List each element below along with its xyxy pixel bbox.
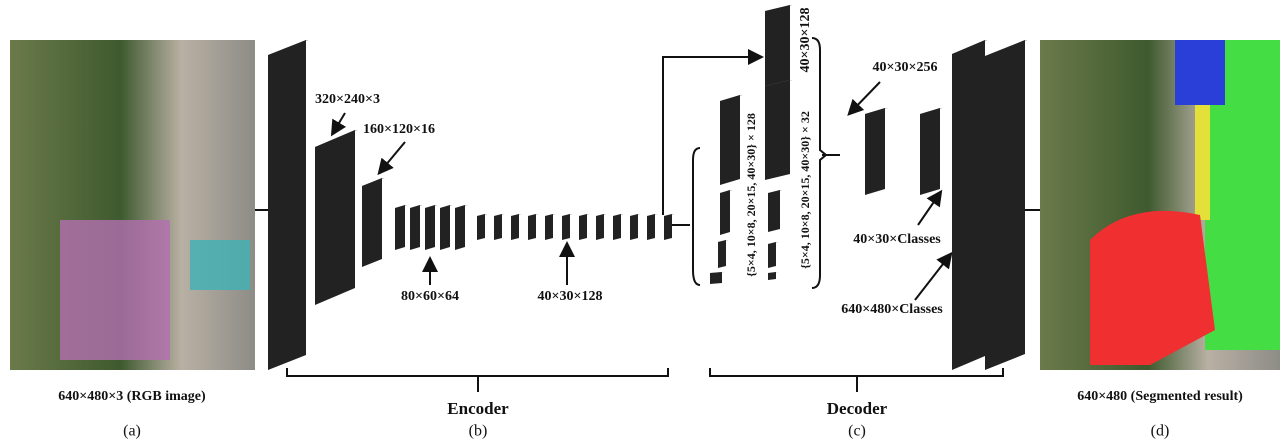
layer bbox=[985, 40, 1025, 370]
label: 80×60×64 bbox=[401, 289, 459, 304]
layer bbox=[596, 214, 604, 240]
layer bbox=[710, 272, 722, 284]
label: {5×4, 10×8, 20×15, 40×30} × 32 bbox=[798, 111, 812, 269]
arrow bbox=[662, 49, 764, 215]
shapes bbox=[10, 5, 1280, 392]
layer bbox=[768, 272, 776, 280]
layer bbox=[528, 214, 536, 240]
arrow bbox=[377, 141, 406, 176]
layer bbox=[477, 214, 485, 240]
bracket bbox=[709, 368, 1004, 392]
section-title: Decoder bbox=[827, 399, 888, 418]
layer bbox=[579, 214, 587, 240]
tag: (d) bbox=[1151, 423, 1170, 440]
brace bbox=[811, 37, 828, 289]
layer bbox=[768, 242, 776, 268]
tag: (c) bbox=[848, 423, 866, 440]
layer bbox=[630, 214, 638, 240]
photo-region bbox=[60, 220, 170, 360]
bracket bbox=[286, 368, 669, 392]
label: 40×30×128 bbox=[798, 8, 813, 73]
caption: 640×480 (Segmented result) bbox=[1077, 389, 1243, 404]
label: 40×30×Classes bbox=[853, 232, 941, 247]
label: 320×240×3 bbox=[315, 92, 380, 107]
label: 640×480×Classes bbox=[841, 302, 943, 317]
layer bbox=[455, 205, 465, 250]
layer bbox=[511, 214, 519, 240]
layer bbox=[720, 95, 740, 185]
layer bbox=[395, 205, 405, 250]
section-title: Encoder bbox=[447, 399, 509, 418]
caption: 640×480×3 (RGB image) bbox=[58, 389, 206, 404]
layer bbox=[315, 130, 355, 305]
layer bbox=[865, 108, 885, 195]
layer bbox=[920, 108, 940, 195]
seg-car bbox=[1175, 40, 1225, 105]
layer bbox=[440, 205, 450, 250]
arrow bbox=[330, 112, 347, 137]
arrow bbox=[914, 251, 953, 301]
tag: (a) bbox=[123, 423, 141, 440]
layer bbox=[545, 214, 553, 240]
tag: (b) bbox=[469, 423, 488, 440]
brace bbox=[692, 147, 701, 286]
layer bbox=[768, 190, 780, 232]
layer bbox=[613, 214, 621, 240]
seg-person bbox=[1090, 210, 1215, 365]
label: 40×30×256 bbox=[873, 60, 938, 75]
label: {5×4, 10×8, 20×15, 40×30} × 128 bbox=[744, 113, 758, 277]
label: 40×30×128 bbox=[538, 289, 603, 304]
label: 160×120×16 bbox=[363, 122, 435, 137]
layer bbox=[647, 214, 655, 240]
layer bbox=[664, 214, 672, 240]
layer bbox=[494, 214, 502, 240]
arrow bbox=[917, 189, 943, 226]
photo-region bbox=[190, 240, 250, 290]
layer bbox=[765, 80, 790, 180]
seg-side bbox=[1195, 90, 1210, 220]
layer bbox=[720, 190, 730, 235]
layer bbox=[410, 205, 420, 250]
layer bbox=[268, 40, 306, 370]
arrow bbox=[847, 81, 881, 116]
layer bbox=[718, 240, 726, 268]
layer bbox=[765, 5, 790, 90]
layer bbox=[425, 205, 435, 250]
layer bbox=[952, 40, 985, 370]
layer bbox=[362, 178, 382, 267]
layer bbox=[562, 214, 570, 240]
